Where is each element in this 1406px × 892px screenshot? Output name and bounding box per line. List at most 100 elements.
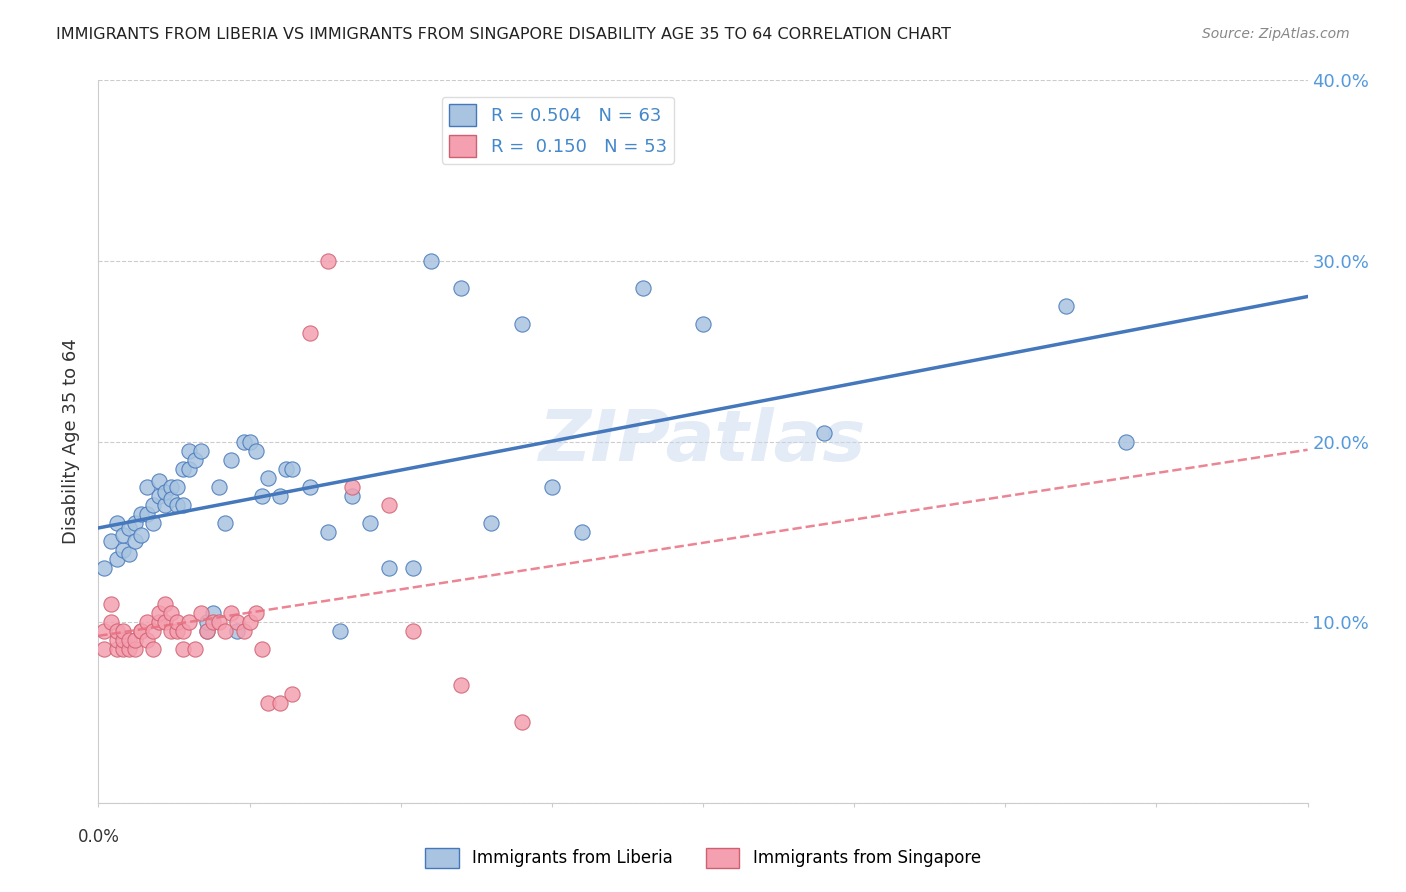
Point — [377, 561, 399, 575]
Point — [166, 615, 188, 630]
Y-axis label: Disability Age 35 to 64: Disability Age 35 to 64 — [62, 339, 80, 544]
Point — [93, 561, 115, 575]
Point — [148, 475, 170, 489]
Point — [142, 624, 165, 639]
Point — [124, 633, 146, 648]
Point — [118, 633, 141, 648]
Point — [250, 642, 273, 657]
Point — [129, 624, 152, 639]
Point — [172, 642, 194, 657]
Point — [93, 642, 115, 657]
Point — [281, 461, 304, 475]
Point — [142, 642, 165, 657]
Point — [105, 642, 128, 657]
Point — [202, 615, 225, 630]
Point — [208, 480, 231, 494]
Point — [202, 606, 225, 620]
Point — [135, 480, 157, 494]
Point — [160, 480, 183, 494]
Point — [172, 498, 194, 512]
Point — [153, 615, 176, 630]
Point — [124, 533, 146, 548]
Point — [100, 533, 122, 548]
Point — [226, 624, 249, 639]
Point — [239, 434, 262, 449]
Legend: Immigrants from Liberia, Immigrants from Singapore: Immigrants from Liberia, Immigrants from… — [419, 841, 987, 875]
Point — [100, 615, 122, 630]
Point — [269, 489, 291, 503]
Point — [129, 507, 152, 521]
Point — [172, 624, 194, 639]
Point — [631, 281, 654, 295]
Point — [481, 516, 503, 530]
Point — [118, 521, 141, 535]
Point — [172, 461, 194, 475]
Point — [232, 434, 254, 449]
Point — [190, 606, 212, 620]
Point — [316, 524, 339, 539]
Point — [142, 498, 165, 512]
Point — [179, 615, 201, 630]
Point — [239, 615, 262, 630]
Point — [342, 489, 364, 503]
Point — [450, 281, 472, 295]
Point — [153, 597, 176, 611]
Point — [214, 516, 236, 530]
Point — [316, 254, 339, 268]
Point — [111, 542, 134, 557]
Point — [571, 524, 593, 539]
Point — [148, 615, 170, 630]
Point — [402, 561, 425, 575]
Point — [166, 624, 188, 639]
Legend: R = 0.504   N = 63, R =  0.150   N = 53: R = 0.504 N = 63, R = 0.150 N = 53 — [441, 96, 673, 164]
Point — [105, 552, 128, 566]
Point — [692, 317, 714, 331]
Point — [221, 606, 243, 620]
Point — [450, 678, 472, 692]
Point — [111, 624, 134, 639]
Point — [540, 480, 562, 494]
Point — [105, 516, 128, 530]
Point — [195, 624, 218, 639]
Point — [135, 633, 157, 648]
Point — [510, 317, 533, 331]
Point — [377, 498, 399, 512]
Text: Source: ZipAtlas.com: Source: ZipAtlas.com — [1202, 27, 1350, 41]
Point — [342, 480, 364, 494]
Point — [232, 624, 254, 639]
Point — [118, 547, 141, 561]
Point — [160, 624, 183, 639]
Point — [100, 597, 122, 611]
Point — [184, 452, 207, 467]
Text: ZIPatlas: ZIPatlas — [540, 407, 866, 476]
Point — [142, 516, 165, 530]
Point — [93, 624, 115, 639]
Point — [1054, 299, 1077, 313]
Text: IMMIGRANTS FROM LIBERIA VS IMMIGRANTS FROM SINGAPORE DISABILITY AGE 35 TO 64 COR: IMMIGRANTS FROM LIBERIA VS IMMIGRANTS FR… — [56, 27, 952, 42]
Point — [190, 443, 212, 458]
Point — [184, 642, 207, 657]
Point — [256, 697, 278, 711]
Point — [179, 443, 201, 458]
Point — [153, 498, 176, 512]
Point — [166, 480, 188, 494]
Point — [129, 528, 152, 542]
Point — [250, 489, 273, 503]
Point — [160, 492, 183, 507]
Point — [135, 507, 157, 521]
Point — [111, 528, 134, 542]
Point — [269, 697, 291, 711]
Point — [256, 471, 278, 485]
Point — [148, 606, 170, 620]
Point — [420, 254, 443, 268]
Point — [118, 642, 141, 657]
Point — [274, 461, 297, 475]
Point — [129, 624, 152, 639]
Point — [214, 624, 236, 639]
Point — [813, 425, 835, 440]
Point — [226, 615, 249, 630]
Point — [179, 461, 201, 475]
Point — [195, 624, 218, 639]
Point — [1115, 434, 1137, 449]
Point — [166, 498, 188, 512]
